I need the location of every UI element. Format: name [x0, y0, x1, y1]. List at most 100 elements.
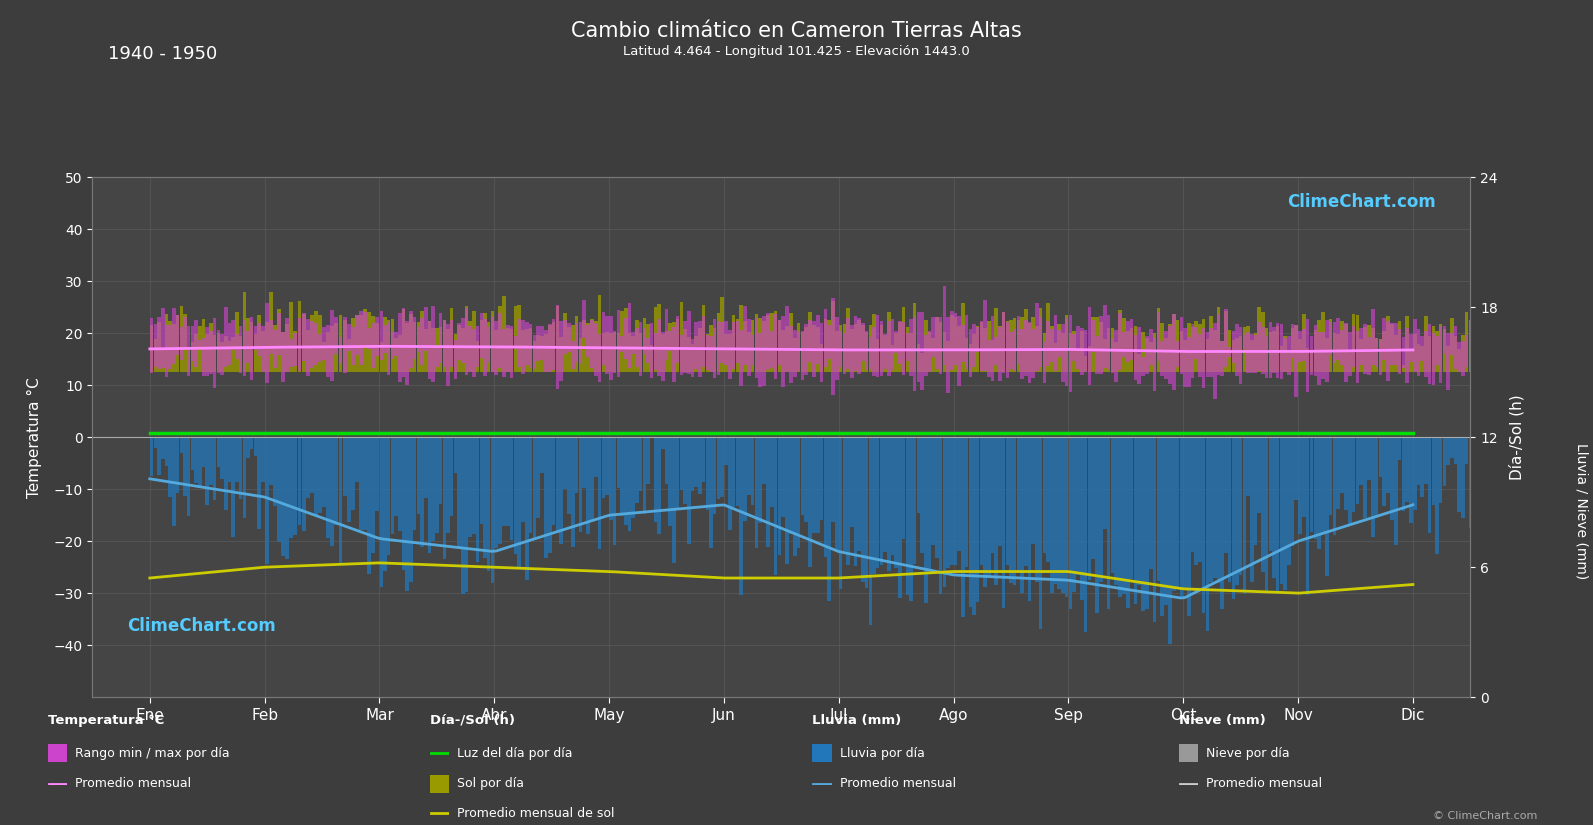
Bar [1301, 437, 1306, 517]
Bar [457, 325, 460, 372]
Bar [1061, 333, 1064, 372]
Bar [476, 437, 479, 562]
Bar [862, 323, 865, 361]
Bar [720, 297, 723, 372]
Text: Luz del día por día: Luz del día por día [457, 747, 573, 760]
Bar [728, 330, 731, 379]
Bar [1262, 437, 1265, 572]
Bar [589, 319, 594, 372]
Bar [854, 437, 857, 566]
Bar [703, 437, 706, 482]
Bar [1367, 437, 1370, 479]
Bar [483, 313, 487, 372]
Bar [198, 340, 202, 348]
Bar [395, 337, 398, 372]
Bar [876, 314, 879, 377]
Bar [1340, 321, 1344, 372]
Bar [1333, 332, 1337, 372]
Bar [1149, 342, 1153, 372]
Bar [330, 310, 335, 380]
Bar [1080, 437, 1083, 600]
Bar [460, 328, 465, 372]
Bar [507, 437, 510, 526]
Bar [487, 323, 491, 372]
Bar [1091, 437, 1094, 559]
Bar [1050, 326, 1053, 372]
Bar [164, 437, 169, 466]
Bar [816, 437, 819, 532]
Bar [1021, 437, 1024, 593]
Bar [1405, 437, 1408, 502]
Bar [586, 323, 589, 372]
Bar [639, 323, 642, 376]
Bar [521, 437, 524, 521]
Bar [1386, 437, 1389, 493]
Bar [758, 318, 761, 372]
Bar [1126, 437, 1129, 608]
Bar [1168, 324, 1172, 372]
Bar [647, 323, 650, 372]
Bar [789, 326, 793, 383]
Bar [876, 339, 879, 372]
Bar [698, 437, 701, 494]
Bar [946, 341, 949, 372]
Text: Lluvia (mm): Lluvia (mm) [812, 714, 902, 727]
Bar [424, 307, 427, 351]
Bar [322, 342, 327, 372]
Bar [1416, 329, 1421, 375]
Bar [1517, 329, 1520, 367]
Bar [1027, 322, 1031, 383]
Bar [935, 317, 938, 370]
Bar [980, 323, 983, 372]
Bar [932, 338, 935, 372]
Bar [728, 437, 731, 530]
Bar [616, 310, 620, 377]
Bar [736, 319, 739, 372]
Text: Día-/Sol (h): Día-/Sol (h) [430, 714, 515, 727]
Bar [1337, 437, 1340, 509]
Bar [518, 304, 521, 372]
Bar [1329, 319, 1332, 372]
Bar [269, 437, 272, 484]
Bar [1212, 437, 1217, 578]
Bar [1386, 317, 1389, 372]
Bar [597, 334, 602, 382]
Bar [669, 323, 672, 372]
Bar [664, 309, 669, 360]
Bar [1525, 321, 1528, 372]
Bar [1058, 330, 1061, 357]
Bar [1064, 315, 1069, 372]
Bar [894, 437, 898, 568]
Bar [1058, 437, 1061, 589]
Bar [921, 352, 924, 372]
Bar [186, 327, 191, 376]
Bar [763, 316, 766, 386]
Bar [368, 437, 371, 574]
Bar [1325, 320, 1329, 382]
Bar [191, 327, 194, 361]
Bar [347, 324, 350, 351]
Bar [1356, 331, 1359, 383]
Bar [1284, 337, 1287, 372]
Bar [664, 331, 669, 372]
Bar [1477, 437, 1480, 509]
Bar [636, 328, 639, 367]
Bar [1309, 336, 1313, 375]
Bar [1164, 332, 1168, 379]
Bar [1195, 321, 1198, 372]
Bar [172, 323, 175, 372]
Bar [1340, 437, 1344, 493]
Bar [183, 317, 186, 349]
Bar [472, 437, 476, 534]
Bar [1391, 324, 1394, 372]
Bar [991, 437, 994, 554]
Bar [161, 437, 164, 459]
Bar [1088, 437, 1091, 580]
Bar [1239, 327, 1243, 384]
Bar [977, 326, 980, 372]
Bar [1309, 351, 1313, 372]
Bar [494, 437, 499, 549]
Bar [1416, 437, 1421, 485]
Bar [513, 437, 518, 554]
Bar [1386, 321, 1389, 381]
